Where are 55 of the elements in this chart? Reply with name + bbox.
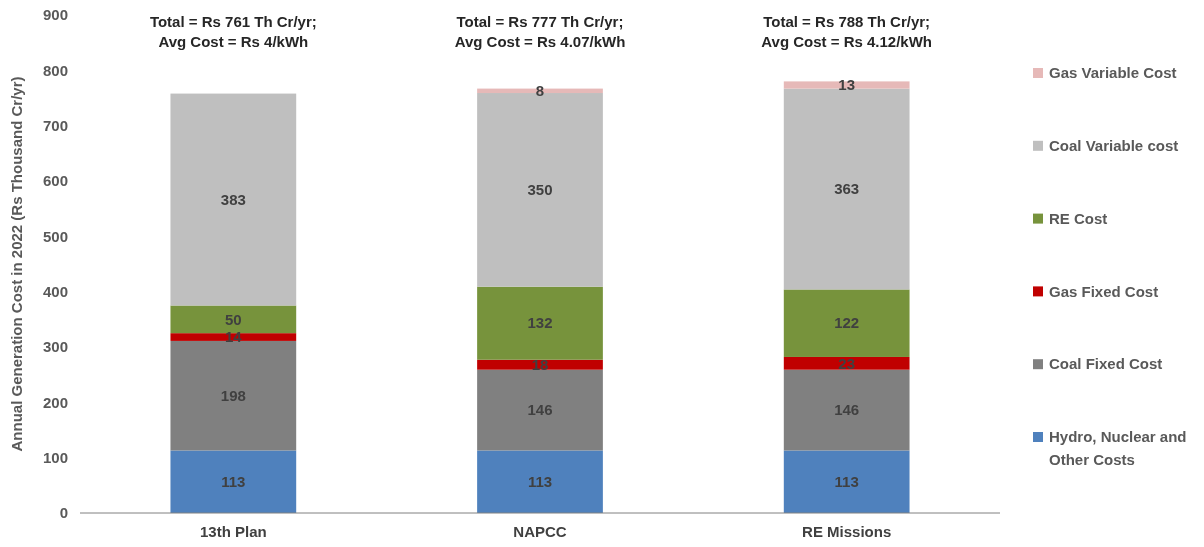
- bar: [477, 369, 603, 451]
- bar: [170, 333, 297, 341]
- bar: [170, 340, 297, 451]
- data-label: 383: [220, 190, 246, 208]
- data-label: 122: [834, 314, 860, 332]
- bar: [477, 286, 603, 360]
- bar: [783, 88, 910, 290]
- y-axis-title: Annual Generation Cost in 2022 (Rs Thousand Cr/yr): [8, 76, 25, 452]
- data-label: 113: [834, 472, 859, 490]
- data-label: 13: [838, 76, 856, 94]
- y-tick-label: 200: [42, 393, 68, 411]
- legend-label: Hydro, Nuclear and Other Costs: [1049, 428, 1187, 469]
- data-label: 132: [527, 314, 553, 332]
- bar: [477, 359, 603, 370]
- data-label: 363: [834, 180, 860, 198]
- total-label: Total = Rs 788 Th Cr/yr; Avg Cost = Rs 4.12/kWh: [761, 13, 933, 50]
- y-tick-label: 400: [42, 282, 68, 300]
- y-tick-label: 800: [42, 61, 68, 79]
- x-tick-label: RE Missions: [802, 523, 892, 540]
- total-label: Total = Rs 761 Th Cr/yr; Avg Cost = Rs 4/kWh: [149, 13, 317, 50]
- legend-label: Gas Fixed Cost: [1049, 282, 1159, 300]
- x-tick-label: 13th Plan: [199, 523, 267, 540]
- y-tick-label: 600: [42, 172, 68, 190]
- bar: [783, 450, 910, 513]
- bar: [783, 369, 910, 451]
- data-label: 146: [834, 401, 860, 419]
- legend-label: Gas Variable Cost: [1049, 64, 1177, 82]
- bar: [170, 305, 297, 334]
- data-label: 146: [527, 401, 553, 419]
- bar: [783, 356, 910, 370]
- data-label: 113: [221, 472, 246, 490]
- data-label: 8: [535, 82, 545, 100]
- data-label: 198: [220, 386, 246, 404]
- data-label: 23: [838, 354, 856, 372]
- y-tick-label: 300: [42, 338, 68, 356]
- bar: [783, 289, 910, 357]
- x-tick-label: NAPCC: [513, 523, 567, 540]
- bar: [170, 450, 297, 513]
- y-tick-label: 700: [42, 116, 68, 134]
- data-label: 18: [531, 355, 549, 373]
- bar: [170, 93, 297, 306]
- legend-label: RE Cost: [1049, 209, 1108, 227]
- y-tick-label: 100: [42, 448, 68, 466]
- data-label: 350: [527, 181, 553, 199]
- data-label: 50: [224, 310, 242, 328]
- total-label: Total = Rs 777 Th Cr/yr; Avg Cost = Rs 4.07/kWh: [454, 13, 626, 50]
- y-tick-label: 0: [59, 504, 68, 522]
- bar: [783, 81, 910, 89]
- data-label: 113: [527, 472, 553, 490]
- y-tick-label: 900: [42, 6, 68, 24]
- legend-label: Coal Variable cost: [1049, 137, 1179, 155]
- legend-label: Coal Fixed Cost: [1049, 355, 1163, 373]
- y-tick-label: 500: [42, 227, 68, 245]
- bar: [477, 450, 603, 513]
- data-label: 14: [224, 328, 243, 346]
